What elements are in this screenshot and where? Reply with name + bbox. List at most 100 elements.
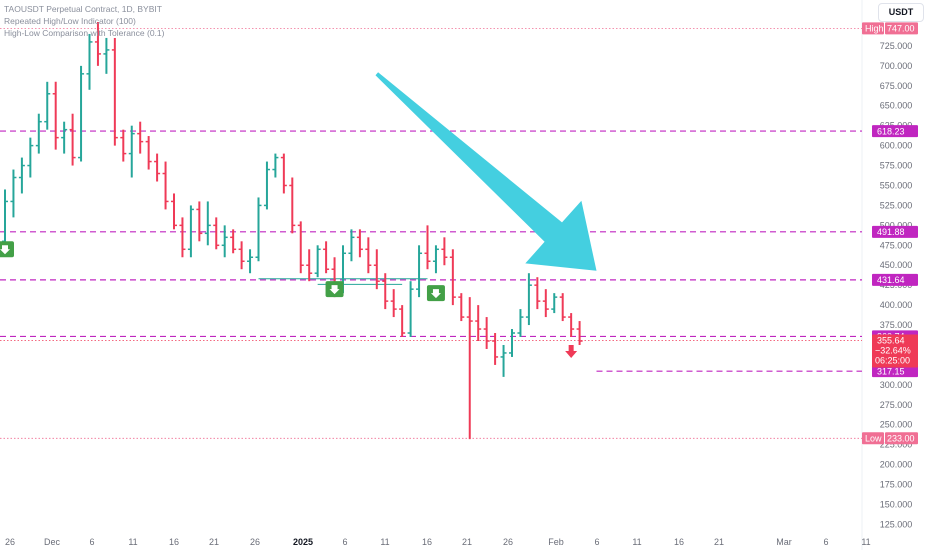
level-price-tag: 618.23 — [872, 125, 918, 138]
x-tick-label: 6 — [823, 537, 828, 547]
x-tick-label: 11 — [128, 537, 137, 547]
y-tick-label: 175.000 — [880, 480, 913, 490]
x-tick-label: 11 — [861, 537, 870, 547]
low-tag-label-bg — [862, 432, 884, 445]
ohlc-bar — [525, 273, 532, 326]
sell-arrow-icon — [565, 344, 578, 358]
ohlc-bar — [280, 153, 287, 194]
ohlc-bar — [289, 177, 296, 234]
ohlc-bar — [196, 201, 203, 242]
ohlc-bar — [559, 293, 566, 322]
y-tick-label: 450.000 — [880, 260, 913, 270]
ohlc-bar — [424, 225, 431, 270]
x-tick-label: 21 — [714, 537, 724, 547]
y-tick-label: 675.000 — [880, 81, 913, 91]
ohlc-bar — [27, 137, 34, 178]
x-tick-label: 16 — [422, 537, 432, 547]
ohlc-bar — [103, 37, 110, 74]
ohlc-bar — [399, 305, 406, 338]
ohlc-bar — [509, 329, 515, 357]
x-tick-label: Dec — [44, 537, 61, 547]
y-tick-label: 400.000 — [880, 300, 913, 310]
ohlc-bar — [137, 121, 144, 154]
level-price-tag-text: 431.64 — [877, 275, 905, 285]
current-price-bg — [872, 334, 918, 368]
level-price-tag-text: 491.88 — [877, 227, 905, 237]
level-price-tag-bg — [872, 125, 918, 138]
symbol-title[interactable]: TAOUSDT Perpetual Contract, 1D, BYBIT — [4, 4, 162, 14]
ohlc-bar — [120, 129, 127, 162]
x-tick-label: 16 — [674, 537, 684, 547]
ohlc-bar — [171, 193, 177, 230]
ohlc-bar — [263, 161, 270, 210]
ohlc-bar — [534, 277, 541, 310]
ohlc-bar — [52, 81, 59, 150]
x-tick-label: 26 — [503, 537, 513, 547]
x-tick-label: 2025 — [293, 537, 313, 547]
ohlc-bar — [44, 81, 51, 130]
ohlc-bar — [500, 344, 507, 377]
ohlc-bar — [213, 217, 220, 250]
ohlc-bar — [128, 125, 135, 178]
y-tick-label: 575.000 — [880, 161, 913, 171]
buy-signal-marker — [0, 241, 14, 258]
ohlc-bar — [314, 245, 321, 278]
level-price-tag: 317.15 — [872, 365, 918, 378]
x-tick-label: 6 — [342, 537, 347, 547]
ohlc-bar — [2, 189, 8, 250]
x-tick-label: 11 — [632, 537, 641, 547]
current-price-change: −32.64% — [875, 345, 911, 355]
y-tick-label: 150.000 — [880, 499, 913, 509]
high-tag-label-bg — [862, 22, 884, 35]
ohlc-bar — [94, 22, 101, 66]
ohlc-bar — [542, 289, 549, 318]
ohlc-bar — [10, 169, 17, 218]
indicator-label-comparison[interactable]: High-Low Comparison with Tolerance (0.1) — [4, 28, 165, 38]
indicator-label-repeated[interactable]: Repeated High/Low Indicator (100) — [4, 16, 136, 26]
currency-button[interactable]: USDT — [878, 3, 924, 22]
current-price-tag: 355.64−32.64%06:25:00 — [872, 334, 918, 368]
ohlc-bar — [365, 237, 372, 274]
buy-signal-marker — [426, 285, 445, 302]
ohlc-bar — [187, 205, 194, 258]
chart-legend: TAOUSDT Perpetual Contract, 1D, BYBIT Re… — [4, 3, 164, 39]
low-tag: Low 233.00 — [862, 432, 918, 445]
ohlc-bar — [517, 309, 524, 338]
current-price-value: 355.64 — [877, 335, 905, 345]
buy-signal-marker — [325, 281, 344, 298]
down-arrow-icon — [329, 285, 340, 295]
ohlc-bar — [247, 249, 254, 274]
ohlc-bar — [297, 221, 304, 274]
ohlc-bar — [306, 249, 313, 282]
y-tick-label: 500.000 — [880, 220, 913, 230]
y-tick-label: 550.000 — [880, 180, 913, 190]
y-tick-label: 300.000 — [880, 380, 913, 390]
x-tick-label: Mar — [776, 537, 792, 547]
ohlc-bar — [154, 153, 161, 182]
ohlc-bar — [373, 249, 380, 290]
ohlc-bar — [78, 65, 85, 162]
y-tick-label: 250.000 — [880, 420, 913, 430]
x-tick-label: 21 — [209, 537, 219, 547]
ohlc-bar — [568, 313, 575, 338]
ohlc-bar — [390, 289, 397, 318]
ohlc-bar — [179, 217, 186, 258]
ohlc-bar — [18, 157, 25, 194]
ohlc-bar — [111, 37, 118, 146]
ohlc-bar — [449, 249, 456, 306]
x-tick-label: 21 — [462, 537, 472, 547]
high-tag-price-bg — [885, 22, 918, 35]
y-tick-label: 600.000 — [880, 141, 913, 151]
ohlc-bar — [323, 241, 330, 274]
y-tick-label: 125.000 — [880, 519, 913, 529]
x-tick-label: 6 — [594, 537, 599, 547]
ohlc-bar — [458, 293, 465, 322]
y-tick-label: 700.000 — [880, 61, 913, 71]
ohlc-bar — [255, 197, 262, 262]
ohlc-bar — [551, 293, 558, 314]
level-price-tag-bg — [872, 225, 918, 238]
level-price-tag: 491.88 — [872, 225, 918, 238]
y-tick-label: 525.000 — [880, 200, 913, 210]
ohlc-bar — [382, 273, 389, 310]
